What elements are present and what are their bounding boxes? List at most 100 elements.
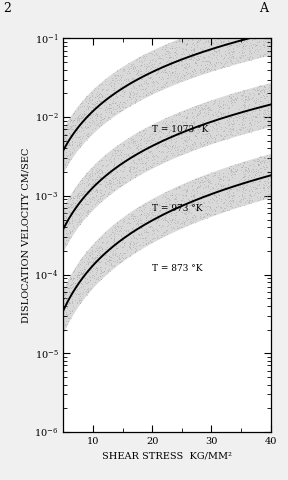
Point [148,206,152,214]
Point [261,40,266,48]
Point [77,266,82,274]
Point [211,50,215,58]
Point [266,39,270,47]
Point [71,207,75,215]
Point [196,129,201,137]
Point [107,180,111,187]
Point [130,157,135,165]
Point [189,113,194,121]
Point [176,204,181,212]
Point [86,105,90,112]
Point [83,274,87,282]
Point [144,52,148,60]
Point [219,109,223,117]
Text: A: A [259,2,268,15]
Point [105,166,109,174]
Point [149,124,154,132]
Point [216,39,221,47]
Point [258,87,263,95]
Point [252,96,257,104]
Point [146,153,150,161]
Point [221,132,226,140]
Point [113,246,118,254]
Point [242,192,247,200]
Point [134,212,139,220]
Point [143,214,148,221]
Point [202,140,207,148]
Point [246,177,251,185]
Point [116,79,121,86]
Point [158,206,162,214]
Point [223,41,228,49]
Point [258,153,263,161]
Point [112,146,117,154]
Point [245,110,250,118]
Point [235,113,240,121]
Point [222,63,226,71]
Point [229,171,234,179]
Point [183,59,188,67]
Point [75,300,79,307]
Point [81,194,85,202]
Point [67,299,72,306]
Point [191,190,196,197]
Point [267,112,271,120]
Point [80,204,85,211]
Point [69,284,73,291]
Point [143,204,147,211]
Point [199,68,203,75]
Point [261,85,266,93]
Point [164,206,168,214]
Point [109,82,113,89]
Point [212,169,217,177]
Point [180,61,185,69]
Point [75,193,79,201]
Point [219,51,223,59]
Point [191,52,196,60]
Point [266,154,271,161]
Point [79,188,84,195]
Point [181,121,185,129]
Point [175,78,179,85]
Point [122,140,126,147]
Point [231,52,235,60]
Point [213,134,217,142]
Point [222,127,227,134]
Point [164,153,168,160]
Point [136,81,140,89]
Point [192,119,196,127]
Point [245,166,250,173]
Point [155,217,160,225]
Point [117,98,122,106]
Point [267,41,271,48]
Point [234,200,239,208]
Point [159,210,164,217]
Point [134,206,139,214]
Point [268,191,273,198]
Point [266,45,270,52]
Point [182,147,186,155]
Point [193,102,198,110]
Point [139,81,144,89]
Point [241,157,246,165]
Point [191,192,196,200]
Point [204,58,209,65]
Point [86,200,91,208]
Point [85,288,89,295]
Point [92,265,97,273]
Point [80,269,85,277]
Point [223,120,227,127]
Point [266,157,271,165]
Point [167,44,172,52]
Point [92,272,96,280]
Point [155,231,159,239]
Point [245,53,249,61]
Point [216,101,220,109]
Point [226,164,231,172]
Point [67,139,71,146]
Point [150,87,154,95]
Point [222,132,227,140]
Point [149,199,154,207]
Point [97,264,102,271]
Point [165,143,170,151]
